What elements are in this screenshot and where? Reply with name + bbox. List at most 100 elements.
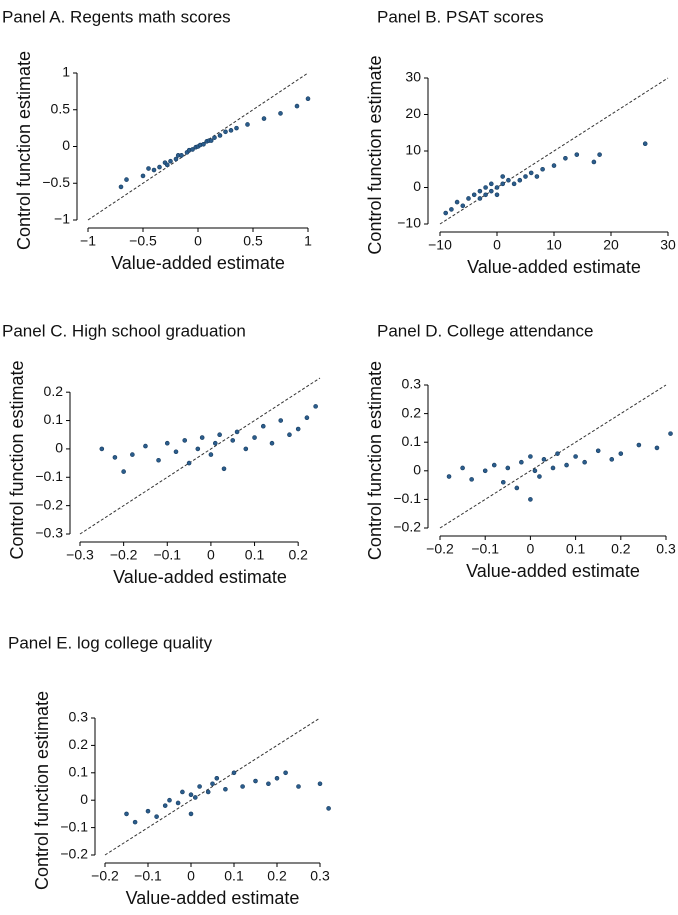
point	[636, 442, 642, 448]
point	[326, 806, 331, 811]
point	[230, 438, 236, 443]
point	[304, 415, 310, 421]
y-tick-label: −0.1	[35, 468, 63, 484]
x-tick-label: −0.5	[129, 233, 157, 249]
y-tick-label: 0.1	[402, 433, 422, 449]
point	[514, 485, 520, 491]
point	[193, 795, 198, 800]
x-axis-label: Value-added estimate	[111, 253, 285, 273]
point	[124, 811, 129, 817]
y-tick-label: 20	[405, 105, 421, 121]
x-tick-label: 0.3	[656, 541, 676, 557]
point	[488, 181, 494, 187]
point	[154, 814, 159, 819]
x-tick-label: −0.3	[66, 547, 94, 563]
panel-title: Panel E. log college quality	[8, 633, 213, 652]
point	[124, 177, 129, 182]
x-tick-label: 0.2	[288, 547, 308, 563]
point	[234, 429, 240, 435]
y-tick-label: −0.1	[60, 818, 88, 834]
point	[528, 454, 533, 459]
point	[112, 455, 118, 460]
point	[528, 170, 534, 176]
y-tick-label: −0.3	[35, 525, 63, 541]
point	[305, 96, 311, 102]
point	[563, 156, 568, 161]
point	[528, 497, 533, 502]
point	[162, 803, 168, 808]
x-tick-label: −0.2	[91, 868, 119, 884]
point	[466, 196, 471, 201]
point	[454, 199, 460, 205]
point	[201, 141, 206, 147]
point	[642, 141, 648, 146]
y-tick-label: 0	[413, 178, 421, 194]
y-tick-label: 0.5	[51, 100, 71, 116]
y-axis-label: Control function estimate	[14, 51, 34, 250]
point	[217, 432, 222, 438]
point	[574, 152, 580, 157]
point	[179, 153, 184, 158]
point	[287, 432, 292, 438]
x-tick-label: −0.2	[110, 547, 138, 563]
point	[195, 446, 201, 452]
point	[317, 781, 323, 787]
panel-title: Panel D. College attendance	[377, 321, 593, 340]
point	[506, 177, 511, 183]
y-tick-label: −1	[54, 211, 70, 227]
y-tick-label: 10	[405, 142, 421, 158]
point	[477, 188, 483, 194]
x-tick-label: 0.2	[267, 868, 287, 884]
point	[491, 462, 497, 468]
point	[519, 459, 524, 465]
point	[130, 452, 135, 457]
x-axis-label: Value-added estimate	[126, 888, 300, 908]
point	[167, 797, 172, 803]
point	[197, 784, 202, 789]
point	[482, 468, 488, 474]
point	[471, 192, 477, 198]
x-tick-label: 0	[493, 237, 501, 253]
point	[564, 462, 569, 468]
point	[295, 426, 301, 432]
point	[278, 418, 284, 423]
point	[591, 159, 597, 165]
y-tick-label: 1	[62, 64, 70, 80]
point	[517, 177, 523, 183]
point	[551, 163, 557, 168]
point	[145, 808, 151, 814]
point	[296, 784, 301, 789]
y-tick-label: 0.2	[69, 736, 89, 752]
point	[190, 147, 195, 152]
point	[668, 431, 673, 436]
y-tick-label: 30	[405, 69, 421, 85]
point	[555, 451, 560, 456]
y-tick-label: −0.2	[35, 496, 63, 512]
diagonal-line	[79, 377, 321, 535]
x-tick-label: −0.1	[153, 547, 181, 563]
point	[274, 775, 280, 781]
x-axis-label: Value-added estimate	[467, 257, 641, 277]
y-tick-label: 0	[62, 137, 70, 153]
point	[460, 203, 466, 209]
point	[234, 125, 239, 131]
point	[449, 207, 454, 212]
point	[266, 781, 271, 787]
diagonal-line	[104, 717, 321, 856]
y-axis-label: Control function estimate	[365, 55, 385, 254]
point	[212, 135, 217, 140]
point	[313, 404, 318, 409]
x-tick-label: 0	[194, 233, 202, 249]
x-axis-label: Value-added estimate	[466, 561, 640, 581]
point	[294, 103, 300, 109]
x-tick-label: 0.1	[566, 541, 586, 557]
point	[460, 465, 465, 471]
point	[210, 781, 215, 787]
x-tick-label: −10	[428, 237, 452, 253]
point	[188, 792, 194, 798]
y-tick-label: −10	[397, 215, 421, 231]
point	[500, 479, 506, 485]
y-tick-label: −0.5	[42, 174, 70, 190]
point	[261, 116, 267, 121]
